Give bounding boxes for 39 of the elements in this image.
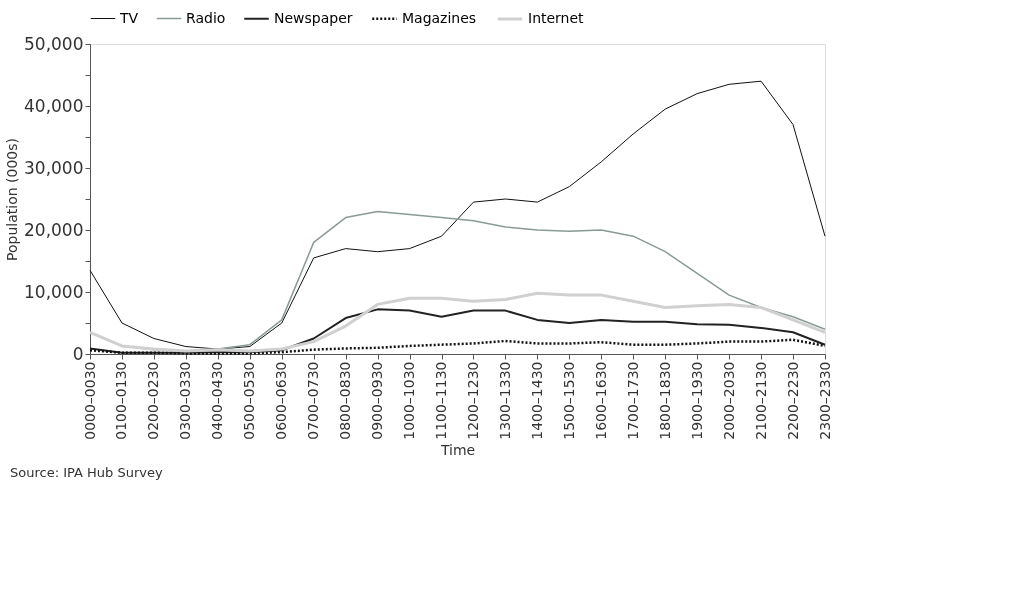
x-axis-title: Time bbox=[439, 441, 476, 458]
y-tick-label: 0 bbox=[72, 343, 84, 364]
legend-label: TV bbox=[119, 9, 139, 26]
x-tick-label: 0600–0630 bbox=[273, 361, 290, 440]
x-tick-label: 0300–0330 bbox=[177, 361, 194, 440]
x-tick-label: 1300–1330 bbox=[496, 361, 513, 440]
x-tick-label: 1200–1230 bbox=[464, 361, 481, 440]
x-tick-label: 1700–1730 bbox=[624, 361, 641, 440]
y-tick-label: 50,000 bbox=[24, 33, 84, 54]
legend-label: Magazines bbox=[402, 9, 477, 26]
y-tick-label: 10,000 bbox=[24, 281, 84, 302]
x-tick-label: 1400–1430 bbox=[528, 361, 545, 440]
x-tick-label: 0900–0930 bbox=[369, 361, 386, 440]
x-tick-label: 1900–1930 bbox=[688, 361, 705, 440]
y-tick-label: 40,000 bbox=[24, 95, 84, 116]
legend-label: Internet bbox=[528, 10, 585, 26]
x-tick-label: 0400–0430 bbox=[209, 361, 226, 440]
line-series bbox=[89, 80, 826, 350]
x-tick-label: 0800–0830 bbox=[337, 361, 354, 440]
x-tick-label: 2300–2330 bbox=[816, 361, 833, 440]
x-tick-label: 0000–0030 bbox=[81, 361, 98, 440]
y-axis-title: Population (000s) bbox=[4, 138, 21, 261]
x-tick-label: 0200–0230 bbox=[145, 361, 162, 440]
y-tick-label: 30,000 bbox=[24, 157, 84, 178]
x-tick-label: 1000–1030 bbox=[401, 361, 418, 440]
x-tick-label: 1100–1130 bbox=[433, 361, 450, 440]
x-tick-label: 0700–0730 bbox=[305, 361, 322, 440]
x-tick-label: 0500–0530 bbox=[241, 361, 258, 440]
source-note: Source: IPA Hub Survey bbox=[10, 465, 163, 481]
legend-label: Newspaper bbox=[274, 9, 353, 26]
legend-label: Radio bbox=[186, 9, 226, 26]
x-tick-label: 1600–1630 bbox=[592, 361, 609, 440]
x-tick-label: 2000–2030 bbox=[720, 361, 737, 440]
x-tick-label: 1500–1530 bbox=[560, 361, 577, 440]
x-tick-label: 2100–2130 bbox=[752, 361, 769, 440]
x-tick-label: 0100–0130 bbox=[113, 361, 130, 440]
x-tick-label: 2200–2230 bbox=[784, 361, 801, 440]
y-tick-label: 20,000 bbox=[24, 219, 84, 240]
x-tick-label: 1800–1830 bbox=[656, 361, 673, 440]
